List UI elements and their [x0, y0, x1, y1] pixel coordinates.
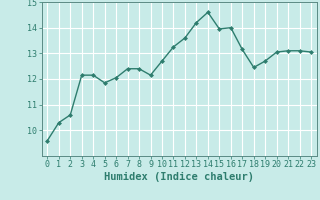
X-axis label: Humidex (Indice chaleur): Humidex (Indice chaleur): [104, 172, 254, 182]
